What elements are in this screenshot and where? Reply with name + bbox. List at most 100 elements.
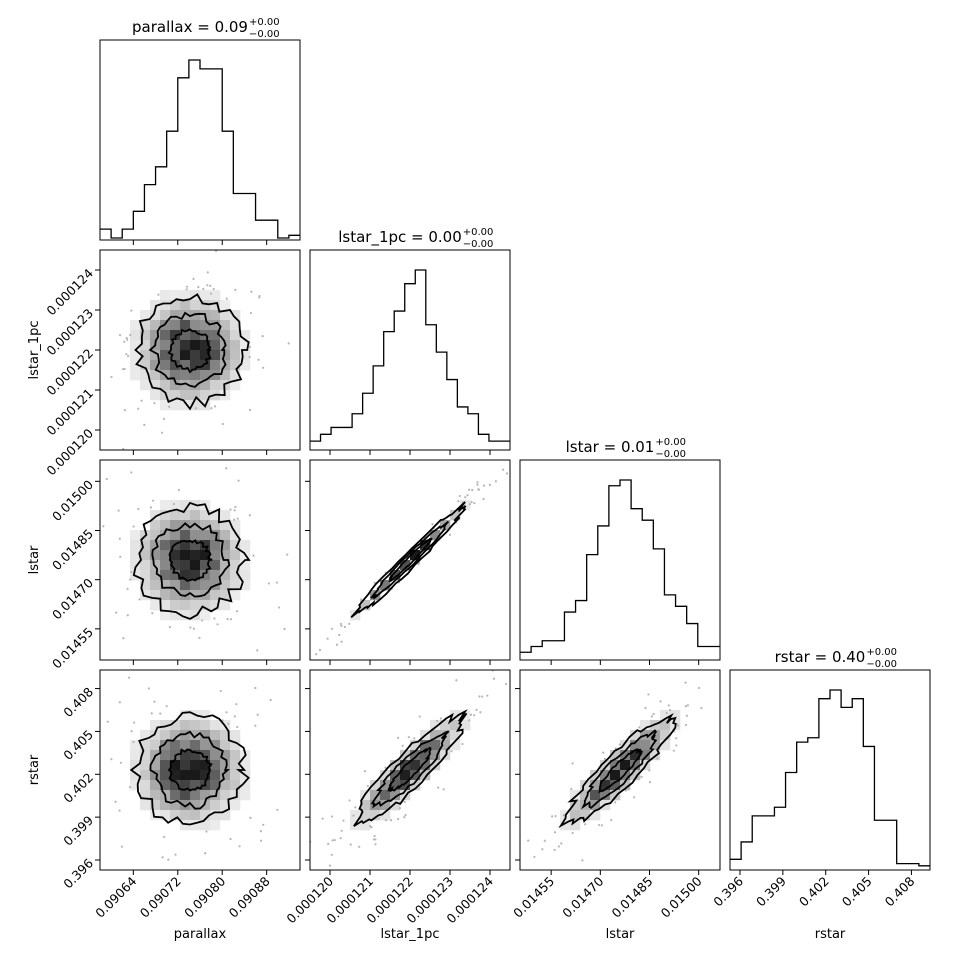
density-cell xyxy=(150,310,161,321)
x-tick-label-parallax: 0.09072 xyxy=(137,874,184,921)
density-cell xyxy=(210,810,221,821)
density-cell xyxy=(600,790,611,801)
density-cell xyxy=(200,710,211,721)
sample-point xyxy=(543,839,546,842)
contour-level-2 xyxy=(370,520,450,600)
sample-point xyxy=(477,488,480,491)
density-cell xyxy=(140,370,151,381)
density-cell xyxy=(140,560,151,571)
density-cell xyxy=(180,390,191,401)
x-tick-label-rstar: 0.399 xyxy=(753,873,789,909)
sample-point xyxy=(97,336,99,338)
density-cell xyxy=(180,790,191,801)
density-cell xyxy=(660,730,671,741)
sample-point xyxy=(150,712,153,715)
sample-point xyxy=(668,708,672,712)
density-cell xyxy=(200,570,211,581)
density-cell xyxy=(140,340,151,351)
density-cell xyxy=(200,760,211,771)
density-cell xyxy=(630,770,641,781)
density-cell xyxy=(230,360,241,371)
contour-level-3 xyxy=(134,293,250,411)
sample-point xyxy=(533,855,536,858)
density-cell xyxy=(220,770,231,781)
density-cell xyxy=(180,750,191,761)
density-cell xyxy=(170,590,181,601)
density-cell xyxy=(430,530,441,541)
density-cell xyxy=(590,780,601,791)
sample-point xyxy=(398,806,401,810)
density-cell xyxy=(140,350,151,361)
density-cell xyxy=(150,360,161,371)
sample-point xyxy=(389,819,393,822)
sample-point xyxy=(493,665,495,667)
sample-point xyxy=(123,367,126,370)
density-cell xyxy=(200,820,211,831)
hist-panel-rstar: rstar = 0.40 +0.00−0.000.396 0.399 0.402 0.4… xyxy=(710,647,931,942)
y-axis-label-rstar: rstar xyxy=(27,754,42,785)
sample-point xyxy=(603,757,607,760)
density-cell xyxy=(170,510,181,521)
sample-point xyxy=(106,720,109,723)
density-cell xyxy=(150,320,161,331)
hist-panel-parallax: parallax = 0.09 +0.00−0.00 xyxy=(99,17,301,245)
sample-point xyxy=(205,830,208,833)
density-cell xyxy=(410,750,421,761)
sample-point xyxy=(283,627,286,631)
density-cell xyxy=(220,530,231,541)
density-cell xyxy=(180,740,191,751)
sample-point xyxy=(259,839,263,842)
sample-point xyxy=(189,626,192,629)
sample-point xyxy=(194,407,197,410)
sample-point xyxy=(126,614,129,617)
density-cell xyxy=(210,300,221,311)
sample-point xyxy=(159,712,162,715)
sample-point xyxy=(647,693,650,696)
density-cell xyxy=(570,790,581,801)
sample-point xyxy=(157,293,160,296)
density-cell xyxy=(230,310,241,321)
density-cell xyxy=(180,720,191,731)
y-tick-label-lstar: 0.01500 xyxy=(49,477,96,524)
sample-point xyxy=(219,689,222,693)
sample-point xyxy=(185,285,189,288)
sample-point xyxy=(115,611,118,614)
sample-point xyxy=(321,817,324,820)
sample-point xyxy=(374,843,377,846)
sample-point xyxy=(700,707,703,710)
sample-point xyxy=(165,705,168,708)
density-cell xyxy=(620,760,631,771)
density-cell xyxy=(450,710,461,721)
x-tick-label-rstar: 0.405 xyxy=(839,874,875,910)
density-cell xyxy=(220,810,231,821)
density-cell xyxy=(140,780,151,791)
density-cell xyxy=(140,570,151,581)
density-cell xyxy=(200,720,211,731)
sample-point xyxy=(129,334,132,337)
sample-point xyxy=(374,838,377,841)
sample-point xyxy=(252,554,255,557)
density-cell xyxy=(210,330,221,341)
density-cell xyxy=(600,780,611,791)
density-cell xyxy=(200,800,211,811)
density-cell xyxy=(460,720,471,731)
density-cell xyxy=(230,580,241,591)
density-cell xyxy=(170,340,181,351)
density-cell xyxy=(170,740,181,751)
density-cell xyxy=(140,540,151,551)
density-cell xyxy=(200,540,211,551)
density-cell xyxy=(200,610,211,621)
density-cell xyxy=(560,820,571,831)
density-cell xyxy=(160,750,171,761)
sample-point xyxy=(458,494,461,498)
density-cell xyxy=(220,760,231,771)
density-cell xyxy=(240,360,251,371)
density-cell xyxy=(230,520,241,531)
density-cell xyxy=(170,780,181,791)
title-sup-lstar: +0.00 xyxy=(655,437,686,448)
density-cell xyxy=(210,790,221,801)
density-cell xyxy=(430,750,441,761)
hist-panel-lstar_1pc: lstar_1pc = 0.00 +0.00−0.00 xyxy=(309,227,511,455)
density-cell xyxy=(230,340,241,351)
